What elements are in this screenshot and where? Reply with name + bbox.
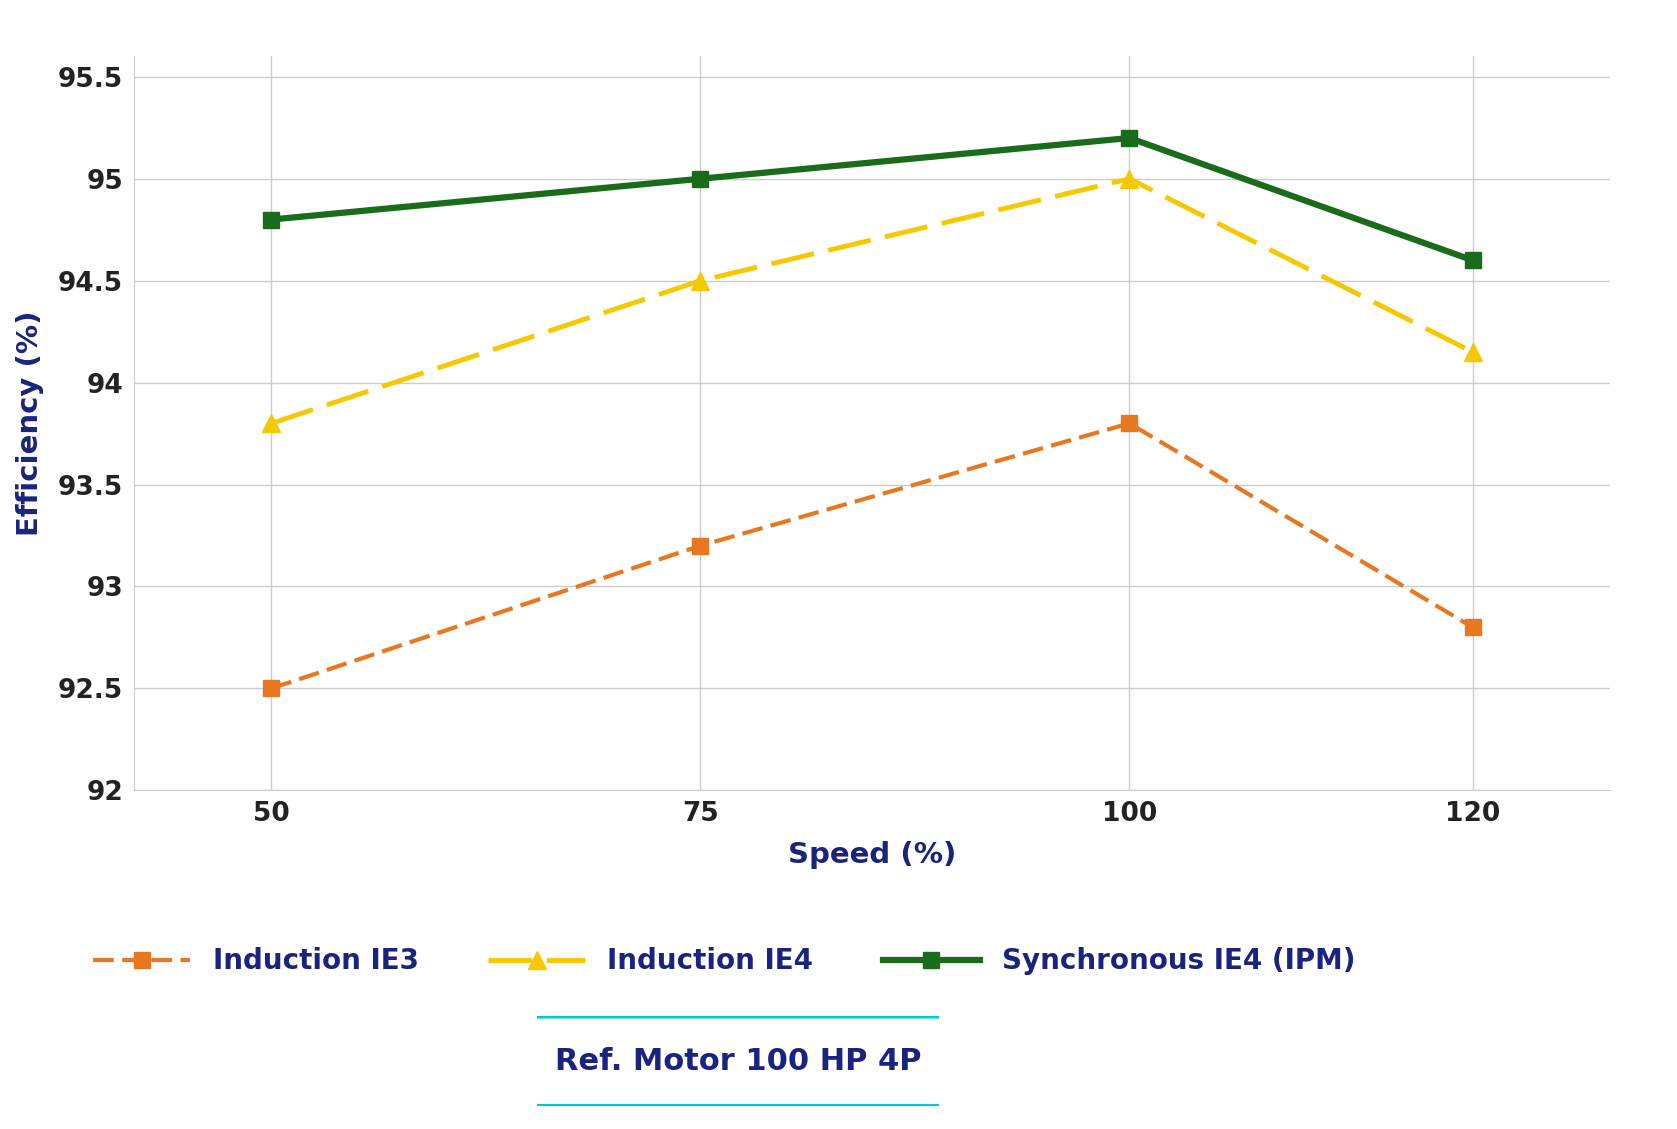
FancyBboxPatch shape: [513, 1016, 963, 1106]
Text: Ref. Motor 100 HP 4P: Ref. Motor 100 HP 4P: [555, 1047, 921, 1076]
X-axis label: Speed (%): Speed (%): [788, 841, 956, 869]
Y-axis label: Efficiency (%): Efficiency (%): [15, 310, 44, 536]
Legend: Induction IE3, Induction IE4, Synchronous IE4 (IPM): Induction IE3, Induction IE4, Synchronou…: [82, 936, 1367, 987]
